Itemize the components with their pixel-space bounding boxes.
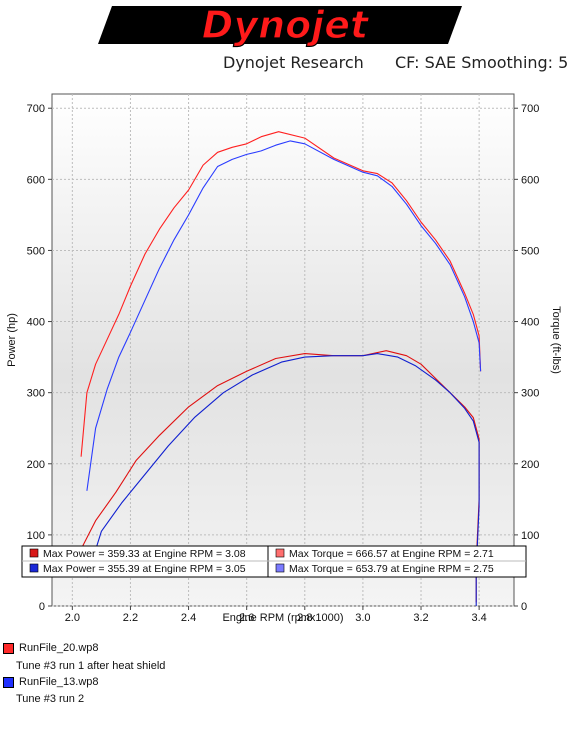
y-tick-label-7: 700 [27,103,45,115]
x-tick-label-5: 3.0 [355,612,370,624]
x-tick-label-2: 2.4 [181,612,196,624]
series-line-power-3 [86,353,480,606]
y-tick-label-0: 0 [39,601,45,613]
y2-tick-label-4: 400 [521,317,539,329]
legend-entry-1: Max Torque = 666.57 at Engine RPM = 2.71 [289,548,494,560]
x-tick-label-3: 2.6 [239,612,254,624]
x-tick-label-0: 2.0 [65,612,80,624]
legend-entry-0: Max Power = 359.33 at Engine RPM = 3.08 [43,548,246,560]
dynojet-logo: Dynojet [98,2,462,48]
file-swatch-1 [3,642,14,654]
x-tick-label-1: 2.2 [123,612,138,624]
x-tick-label-6: 3.2 [413,612,428,624]
legend-swatch-3 [275,563,285,573]
legend-entry-3: Max Torque = 653.79 at Engine RPM = 2.75 [289,563,494,575]
dyno-chart: 2.0 2.2 2.4 2.6 2.8 3.0 3.2 3.4 0 0 100 100 200 200 3… [6,93,562,624]
y-tick-label-6: 600 [27,174,45,186]
series-line-torque-0 [80,131,482,457]
y2-tick-label-1: 100 [521,530,539,542]
svg-text:Dynojet: Dynojet [202,3,370,47]
y-tick-label-2: 200 [27,459,45,471]
y2-tick-label-0: 0 [521,601,527,613]
file-name-2: RunFile_13.wp8 [19,676,99,688]
file-swatch-2 [3,676,14,688]
y2-axis-label: Torque (ft-lbs) [550,306,562,374]
x-tick-label-4: 2.8 [297,612,312,624]
y-tick-label-1: 100 [27,530,45,542]
y-axis-label: Power (hp) [6,313,18,367]
x-axis-label: Engine RPM (rpmx1000) [222,612,343,624]
file-row-2: RunFile_13.wp8 [3,676,99,688]
y-tick-label-3: 300 [27,388,45,400]
header-title: Dynojet Research [223,53,364,72]
file-note-1: Tune #3 run 1 after heat shield [16,660,166,672]
legend-swatch-2 [29,563,39,573]
y2-tick-label-7: 700 [521,103,539,115]
chart-legend: Max Power = 359.33 at Engine RPM = 3.08 M… [21,545,527,578]
plot-area [51,93,515,607]
legend-entry-2: Max Power = 355.39 at Engine RPM = 3.05 [43,563,246,575]
x-tick-label-7: 3.4 [471,612,486,624]
legend-swatch-0 [29,548,39,558]
y-tick-label-4: 400 [27,317,45,329]
y2-tick-label-5: 500 [521,245,539,257]
y-tick-label-5: 500 [27,245,45,257]
file-name-1: RunFile_20.wp8 [19,642,99,654]
y2-tick-label-6: 600 [521,174,539,186]
header-settings: CF: SAE Smoothing: 5 [395,53,569,72]
series-line-torque-1 [86,140,482,491]
y2-tick-label-2: 200 [521,459,539,471]
legend-swatch-1 [275,548,285,558]
y2-tick-label-3: 300 [521,388,539,400]
file-note-2: Tune #3 run 2 [16,693,85,705]
file-row-1: RunFile_20.wp8 [3,642,99,654]
